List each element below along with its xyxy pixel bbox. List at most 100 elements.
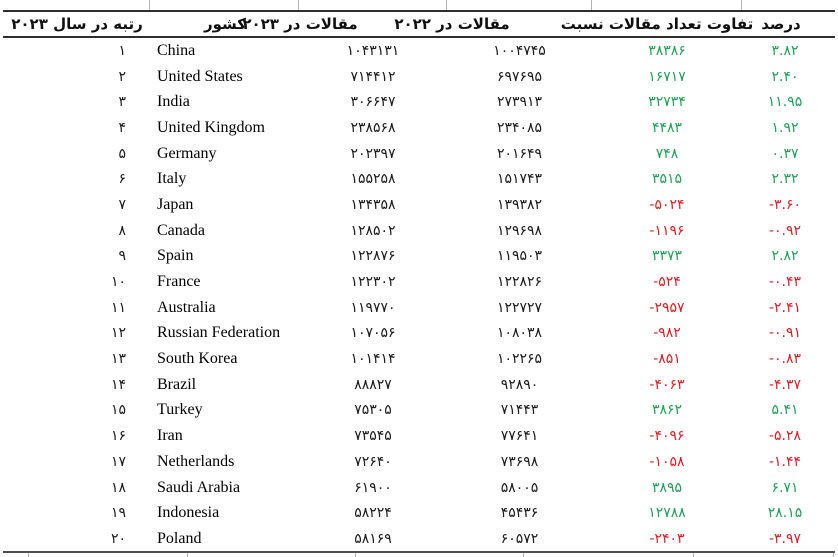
column-header-articles-2023: مقالات در ۲۰۲۳ xyxy=(242,15,358,33)
percent-cell: -۲.۴۱ xyxy=(768,299,802,316)
articles-2023-cell: ۱۲۲۸۷۶ xyxy=(350,248,396,265)
rank-cell: ۳ xyxy=(118,94,126,111)
rank-cell: ۱۹ xyxy=(110,505,126,522)
table-row: ۱ China ۱۰۴۳۱۳۱ ۱۰۰۴۷۴۵ ۳۸۳۸۶ ۳.۸۲ xyxy=(2,38,838,64)
table-body: ۱ China ۱۰۴۳۱۳۱ ۱۰۰۴۷۴۵ ۳۸۳۸۶ ۳.۸۲ ۲ Uni… xyxy=(2,38,838,552)
country-cell: India xyxy=(157,93,190,111)
articles-2023-cell: ۳۰۶۶۴۷ xyxy=(350,94,396,111)
rank-cell: ۱۰ xyxy=(110,274,126,291)
difference-cell: ۱۶۷۱۷ xyxy=(648,68,686,85)
articles-2023-cell: ۱۱۹۷۷۰ xyxy=(350,299,396,316)
rank-cell: ۴ xyxy=(118,119,126,136)
percent-cell: ۲۸.۱۵ xyxy=(767,505,803,522)
difference-cell: ۳۸۳۸۶ xyxy=(648,42,686,59)
percent-cell: -۳.۶۰ xyxy=(768,196,802,213)
articles-2023-cell: ۱۲۸۵۰۲ xyxy=(350,222,396,239)
country-cell: Saudi Arabia xyxy=(157,478,241,496)
table-header-row: رتبه در سال ۲۰۲۳ کشور مقالات در ۲۰۲۳ مقا… xyxy=(0,12,838,36)
country-cell: Australia xyxy=(157,298,216,316)
column-divider-tick xyxy=(355,553,356,557)
table-row: ۹ Spain ۱۲۲۸۷۶ ۱۱۹۵۰۳ ۳۳۷۳ ۲.۸۲ xyxy=(2,244,838,270)
difference-cell: -۱۱۹۶ xyxy=(649,222,685,239)
articles-2023-cell: ۷۳۵۴۵ xyxy=(354,428,392,445)
articles-2022-cell: ۱۲۲۸۲۶ xyxy=(496,274,543,291)
percent-cell: ۱.۹۲ xyxy=(771,119,799,136)
difference-cell: -۵۲۴ xyxy=(653,274,681,291)
rank-cell: ۱۶ xyxy=(110,428,126,445)
articles-2023-cell: ۵۸۱۶۹ xyxy=(354,530,392,547)
table-row: ۱۲ Russian Federation ۱۰۷۰۵۶ ۱۰۸۰۳۸ -۹۸۲… xyxy=(2,321,838,347)
difference-cell: -۲۹۵۷ xyxy=(649,299,685,316)
country-cell: Japan xyxy=(157,195,194,213)
articles-2023-cell: ۲۳۸۵۶۸ xyxy=(350,119,396,136)
column-header-percent: درصد xyxy=(761,15,801,33)
column-divider-tick xyxy=(187,553,188,557)
rank-cell: ۷ xyxy=(118,196,126,213)
articles-2023-cell: ۶۱۹۰۰ xyxy=(354,479,392,496)
articles-2022-cell: ۱۲۹۶۹۸ xyxy=(496,222,543,239)
percent-cell: ۲.۳۲ xyxy=(771,171,799,188)
column-divider-tick xyxy=(446,0,447,10)
percent-cell: -۵.۲۸ xyxy=(768,428,802,445)
rank-cell: ۸ xyxy=(118,222,126,239)
articles-2022-cell: ۷۷۶۴۱ xyxy=(500,428,539,445)
column-divider-tick xyxy=(298,0,299,10)
column-header-articles-2022: مقالات در ۲۰۲۲ xyxy=(394,15,510,33)
difference-cell: ۳۵۱۵ xyxy=(651,171,683,188)
difference-cell: -۵۰۲۴ xyxy=(649,196,685,213)
country-cell: Turkey xyxy=(157,401,203,419)
country-cell: Brazil xyxy=(157,375,197,393)
rank-cell: ۲۰ xyxy=(110,530,126,547)
percent-cell: -۰.۴۳ xyxy=(768,274,802,291)
table-row: ۱۴ Brazil ۸۸۸۲۷ ۹۲۸۹۰ -۴۰۶۳ -۴.۳۷ xyxy=(2,372,838,398)
percent-cell: ۲.۴۰ xyxy=(771,68,799,85)
table-row: ۸ Canada ۱۲۸۵۰۲ ۱۲۹۶۹۸ -۱۱۹۶ -۰.۹۲ xyxy=(2,218,838,244)
table-row: ۱۷ Netherlands ۷۲۶۴۰ ۷۳۶۹۸ -۱۰۵۸ -۱.۴۴ xyxy=(2,449,838,475)
country-cell: Russian Federation xyxy=(157,324,281,342)
rank-cell: ۱۷ xyxy=(110,453,126,470)
country-cell: United States xyxy=(157,67,243,85)
percent-cell: -۱.۴۴ xyxy=(768,453,802,470)
table-row: ۶ Italy ۱۵۵۲۵۸ ۱۵۱۷۴۳ ۳۵۱۵ ۲.۳۲ xyxy=(2,166,838,192)
percent-cell: -۳.۹۷ xyxy=(768,530,802,547)
country-cell: Netherlands xyxy=(157,452,235,470)
header-bottom-rule xyxy=(3,36,835,38)
table-bottom-rule xyxy=(3,551,835,553)
table-row: ۲ United States ۷۱۴۴۱۲ ۶۹۷۶۹۵ ۱۶۷۱۷ ۲.۴۰ xyxy=(2,64,838,90)
percent-cell: -۰.۹۲ xyxy=(768,222,802,239)
articles-2023-cell: ۷۵۳۰۵ xyxy=(354,402,392,419)
country-cell: Spain xyxy=(157,247,194,265)
percent-cell: ۳.۸۲ xyxy=(771,42,799,59)
difference-cell: ۳۳۷۳ xyxy=(651,248,683,265)
difference-cell: ۴۴۸۳ xyxy=(651,119,683,136)
column-divider-tick xyxy=(833,553,834,557)
difference-cell: -۴۰۹۶ xyxy=(649,428,685,445)
column-header-difference: تفاوت تعداد مقالات نسبت xyxy=(560,15,754,33)
articles-2023-cell: ۱۵۵۲۵۸ xyxy=(350,171,396,188)
articles-2023-cell: ۱۰۷۰۵۶ xyxy=(350,325,396,342)
percent-cell: -۰.۸۳ xyxy=(768,351,802,368)
articles-2022-cell: ۵۸۰۰۵ xyxy=(500,479,539,496)
difference-cell: ۳۸۶۲ xyxy=(651,402,683,419)
percent-cell: ۰.۳۷ xyxy=(771,145,799,162)
rank-cell: ۱۴ xyxy=(110,376,126,393)
difference-cell: -۹۸۲ xyxy=(653,325,681,342)
country-cell: United Kingdom xyxy=(157,118,265,136)
percent-cell: ۲.۸۲ xyxy=(771,248,799,265)
column-divider-tick xyxy=(523,553,524,557)
country-cell: Italy xyxy=(157,170,187,188)
column-divider-tick xyxy=(149,0,150,10)
articles-2022-cell: ۱۰۸۰۳۸ xyxy=(496,325,543,342)
column-header-country: کشور xyxy=(203,15,247,33)
articles-2023-cell: ۲۰۲۳۹۷ xyxy=(350,145,396,162)
table-row: ۱۰ France ۱۲۲۳۰۲ ۱۲۲۸۲۶ -۵۲۴ -۰.۴۳ xyxy=(2,269,838,295)
table-row: ۳ India ۳۰۶۶۴۷ ۲۷۳۹۱۳ ۳۲۷۳۴ ۱۱.۹۵ xyxy=(2,89,838,115)
rank-cell: ۱۱ xyxy=(110,299,126,316)
articles-2023-cell: ۱۰۱۴۱۴ xyxy=(350,351,396,368)
articles-2023-cell: ۷۱۴۴۱۲ xyxy=(350,68,396,85)
articles-2022-cell: ۴۵۴۳۶ xyxy=(500,505,539,522)
column-header-rank: رتبه در سال ۲۰۲۳ xyxy=(11,15,143,33)
rank-cell: ۱۲ xyxy=(110,325,126,342)
articles-2022-cell: ۱۵۱۷۴۳ xyxy=(496,171,543,188)
articles-2022-cell: ۱۰۰۴۷۴۵ xyxy=(493,42,546,59)
